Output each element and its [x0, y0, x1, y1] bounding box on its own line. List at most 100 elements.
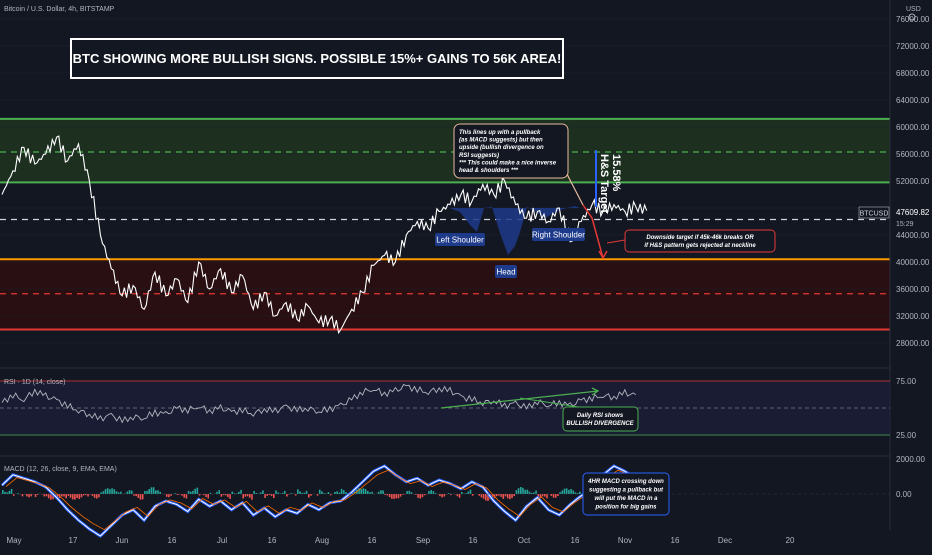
macd-hist-bar [441, 494, 443, 497]
macd-hist-bar [264, 494, 266, 498]
macd-hist-bar [48, 494, 50, 498]
macd-hist-bar [546, 494, 548, 498]
price-tick-label: 56000.00 [896, 150, 930, 159]
time-tick-label: 16 [671, 536, 680, 545]
macd-hist-bar [341, 489, 343, 494]
macd-hist-bar [100, 492, 102, 494]
price-tick-label: 64000.00 [896, 96, 930, 105]
macd-hist-bar [129, 490, 131, 494]
time-tick-label: Nov [618, 536, 632, 545]
macd-hist-bar [310, 494, 312, 496]
macd-hist-bar [251, 494, 253, 500]
time-tick-label: Dec [718, 536, 732, 545]
macd-hist-bar [400, 494, 402, 497]
macd-hist-bar [153, 487, 155, 494]
note-line: RSI suggests) [459, 153, 499, 159]
macd-hist-bar [481, 494, 483, 497]
macd-tick-label: 0.00 [896, 490, 912, 499]
macd-hist-bar [28, 494, 30, 497]
rsi-tick-label: 75.00 [896, 377, 917, 386]
macd-hist-bar [406, 491, 408, 494]
rsi-tick-label: 25.00 [896, 431, 917, 440]
price-tick-label: 28000.00 [896, 339, 930, 348]
macd-hist-bar [247, 494, 249, 496]
macd-hist-bar [319, 490, 321, 494]
macd-hist-bar [520, 487, 522, 494]
macd-hist-bar [472, 494, 474, 496]
macd-hist-bar [138, 494, 140, 498]
macd-hist-bar [2, 490, 4, 494]
time-tick-label: 16 [368, 536, 377, 545]
note-line: (as MACD suggests) but then [459, 138, 543, 144]
note-line: BULLISH DIVERGENCE [566, 421, 634, 427]
macd-hist-bar [470, 490, 472, 494]
macd-hist-bar [378, 492, 380, 494]
price-tick-label: 36000.00 [896, 285, 930, 294]
macd-hist-bar [483, 494, 485, 499]
time-tick-label: 16 [469, 536, 478, 545]
macd-hist-bar [205, 494, 207, 497]
macd-hist-bar [35, 494, 37, 497]
red-band [0, 259, 890, 329]
macd-hist-bar [555, 494, 557, 498]
macd-hist-bar [371, 492, 373, 494]
headline-text: BTC SHOWING MORE BULLISH SIGNS. POSSIBLE… [73, 51, 562, 66]
macd-hist-bar [367, 491, 369, 494]
macd-hist-bar [111, 488, 113, 494]
macd-hist-bar [245, 494, 247, 497]
rsi-note-box [563, 407, 638, 431]
time-tick-label: 17 [69, 536, 78, 545]
symbol-line: Bitcoin / U.S. Dollar, 4h, BITSTAMP [4, 6, 115, 13]
macd-hist-bar [105, 489, 107, 494]
price-tick-label: 52000.00 [896, 177, 930, 186]
macd-hist-bar [527, 490, 529, 494]
macd-hist-bar [430, 490, 432, 494]
macd-hist-bar [218, 490, 220, 494]
macd-hist-bar [448, 493, 450, 494]
macd-hist-bar [502, 494, 504, 499]
macd-hist-bar [9, 491, 11, 494]
macd-hist-bar [500, 494, 502, 497]
price-tick-label: 44000.00 [896, 231, 930, 240]
note-line: Daily RSI shows [577, 413, 624, 419]
macd-hist-bar [127, 492, 129, 494]
macd-hist-bar [103, 491, 105, 494]
macd-hist-bar [109, 489, 111, 494]
macd-hist-bar [116, 491, 118, 494]
macd-hist-bar [194, 489, 196, 494]
macd-hist-bar [343, 490, 345, 494]
time-tick-label: Jun [116, 536, 129, 545]
macd-hist-bar [107, 488, 109, 494]
macd-hist-bar [148, 489, 150, 494]
macd-hist-bar [197, 488, 199, 494]
macd-hist-bar [63, 494, 65, 497]
macd-hist-bar [46, 494, 48, 496]
note-line: position for big gains [595, 505, 658, 511]
macd-hist-bar [439, 494, 441, 496]
note-line: will put the MACD in a [595, 496, 659, 502]
macd-hist-bar [65, 494, 67, 498]
macd-hist-bar [155, 490, 157, 494]
macd-hist-bar [190, 492, 192, 494]
macd-hist-bar [334, 492, 336, 494]
macd-hist-bar [461, 492, 463, 494]
macd-hist-bar [531, 493, 533, 494]
time-tick-label: Jul [217, 536, 227, 545]
macd-hist-bar [256, 493, 258, 494]
macd-hist-bar [286, 494, 288, 497]
macd-hist-bar [562, 490, 564, 494]
macd-hist-bar [275, 490, 277, 494]
macd-hist-bar [557, 494, 559, 496]
macd-hist-bar [391, 494, 393, 499]
macd-hist-bar [516, 490, 518, 494]
macd-hist-bar [183, 494, 185, 498]
note-line: Downside target if 45k-46k breaks OR [646, 235, 754, 241]
time-tick-label: May [6, 536, 21, 545]
price-tick-label: 76000.00 [896, 15, 930, 24]
macd-hist-bar [144, 491, 146, 494]
macd-hist-bar [428, 491, 430, 494]
macd-hist-bar [4, 492, 6, 494]
macd-hist-bar [207, 494, 209, 498]
